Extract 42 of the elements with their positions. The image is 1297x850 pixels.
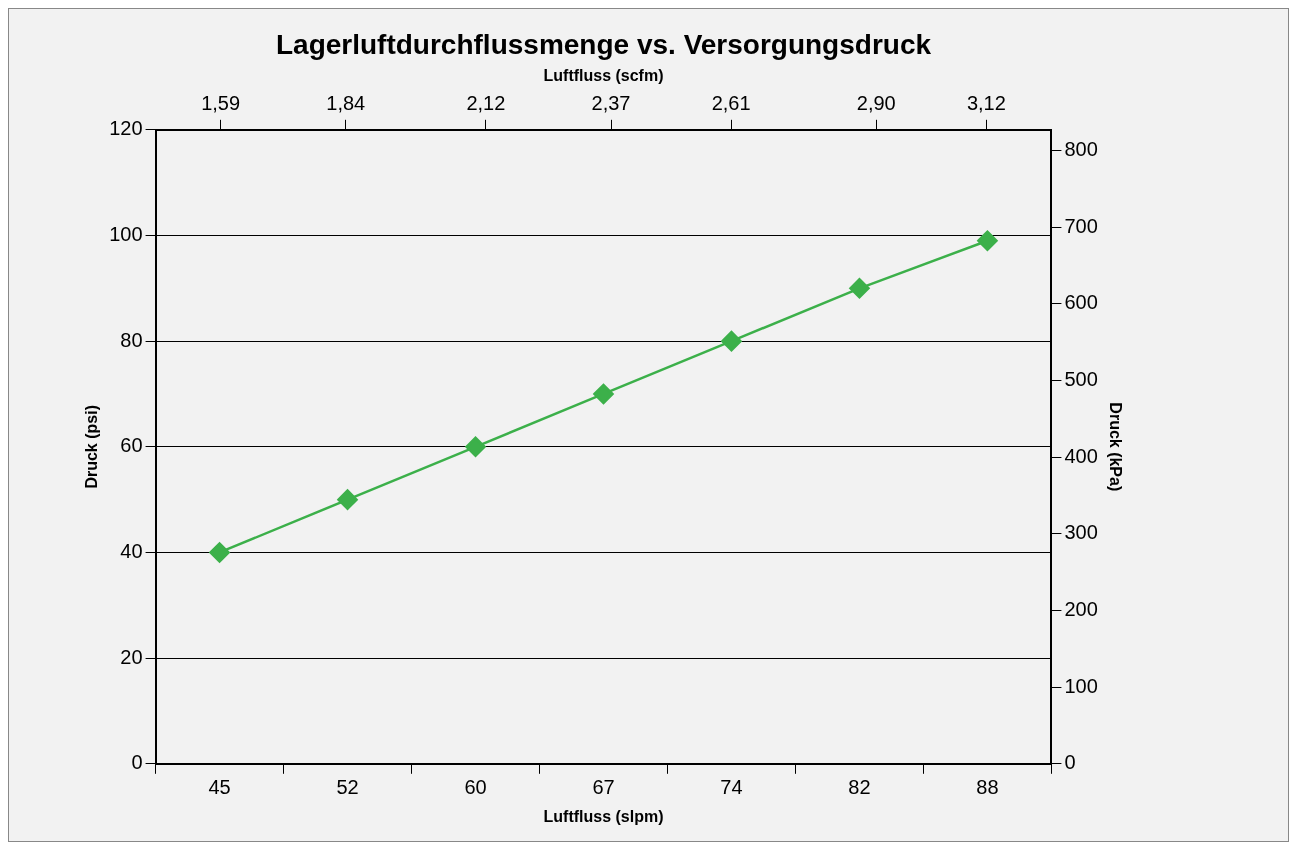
y-tick-label: 0	[131, 751, 143, 774]
y2-tick-label: 300	[1064, 521, 1098, 544]
x-tick-label: 82	[848, 776, 871, 799]
y2-tick-label: 200	[1064, 597, 1098, 620]
x-tick-label: 74	[720, 776, 743, 799]
y-tick-label: 40	[120, 539, 143, 562]
x-tick-label: 88	[976, 776, 999, 799]
point	[977, 230, 998, 251]
x2-tick-label: 2,90	[856, 92, 896, 115]
point	[337, 489, 358, 510]
y2-tick-label: 700	[1064, 214, 1098, 237]
y2-axis-title: Druck (kPa)	[1106, 402, 1124, 492]
x-axis-title: Luftfluss (slpm)	[543, 807, 664, 825]
x2-tick-label: 2,12	[466, 92, 506, 115]
y2-tick-label: 100	[1064, 674, 1098, 697]
x-tick-label: 67	[592, 776, 615, 799]
x2-tick-label: 2,61	[711, 92, 751, 115]
y2-tick-label: 400	[1064, 444, 1098, 467]
x2-axis-title: Luftfluss (scfm)	[543, 66, 664, 84]
chart-title: Lagerluftdurchflussmenge vs. Versorgungsdruck	[275, 28, 932, 60]
x-tick-label: 45	[208, 776, 231, 799]
y2-tick-label: 500	[1064, 368, 1098, 390]
y-tick-label: 100	[109, 222, 143, 245]
y2-tick-label: 0	[1064, 751, 1076, 774]
x2-tick-label: 1,84	[326, 92, 366, 115]
y-axis-title: Druck (psi)	[83, 405, 101, 489]
point	[465, 436, 486, 458]
y2-tick-label: 600	[1064, 291, 1098, 314]
y2-tick-label: 800	[1064, 138, 1098, 161]
y-tick-label: 20	[120, 645, 143, 668]
x2-tick-label: 1,59	[201, 92, 241, 115]
point	[593, 383, 614, 405]
x-tick-label: 52	[336, 776, 359, 799]
x2-tick-label: 3,12	[966, 92, 1006, 115]
y-tick-label: 120	[109, 117, 143, 140]
x2-tick-label: 2,37	[591, 92, 631, 115]
point	[721, 330, 742, 352]
point	[209, 542, 230, 563]
x-tick-label: 60	[464, 776, 487, 799]
y-tick-label: 80	[120, 328, 143, 351]
y-tick-label: 60	[120, 434, 143, 457]
point	[849, 278, 870, 299]
